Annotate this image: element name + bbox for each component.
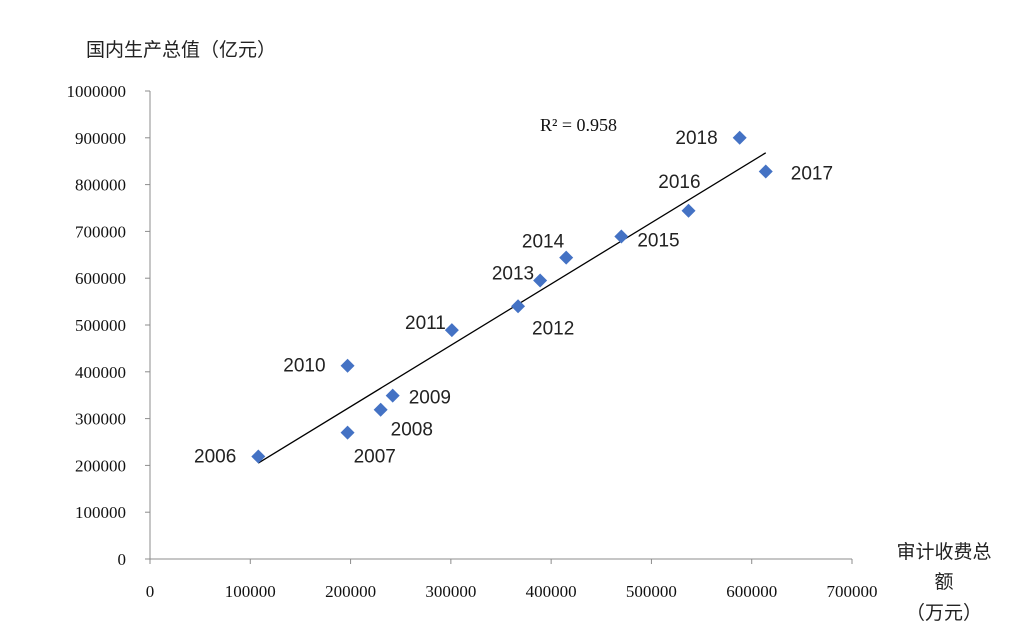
trendline — [257, 152, 767, 464]
y-tick-label: 800000 — [75, 176, 126, 195]
data-point — [385, 388, 400, 403]
y-tick-label: 600000 — [75, 269, 126, 288]
data-point — [251, 449, 266, 464]
data-point — [681, 203, 696, 218]
x-tick-label: 600000 — [726, 582, 777, 601]
point-label: 2014 — [522, 232, 565, 253]
trendline-group — [257, 152, 767, 464]
data-point — [732, 130, 747, 145]
point-label: 2016 — [658, 172, 700, 193]
x-tick-label: 300000 — [425, 582, 476, 601]
point-label: 2015 — [637, 231, 679, 252]
data-point — [533, 273, 548, 288]
x-axis-title-line: （万元） — [906, 602, 982, 624]
x-axis-title-line: 额 — [934, 571, 953, 593]
data-point — [340, 358, 355, 373]
tick-labels: 0 100000 200000 300000 400000 500000 600000 700… — [67, 82, 878, 601]
y-tick-label: 100000 — [75, 503, 126, 522]
x-tick-label: 400000 — [526, 582, 577, 601]
y-tick-label: 0 — [118, 550, 127, 569]
axes — [145, 90, 853, 564]
y-tick-label: 500000 — [75, 316, 126, 335]
point-label: 2006 — [194, 447, 236, 468]
point-label: 2008 — [391, 420, 433, 441]
point-label: 2018 — [675, 128, 717, 149]
point-label: 2011 — [405, 313, 446, 334]
x-tick-label: 0 — [146, 582, 155, 601]
data-point — [614, 229, 629, 244]
x-tick-label: 100000 — [225, 582, 276, 601]
x-tick-label: 500000 — [626, 582, 677, 601]
point-label: 2007 — [354, 447, 396, 468]
data-point — [758, 164, 773, 179]
point-labels: 2006 2007 2008 2009 2010 2011 2012 2013 2014 2015… — [194, 128, 833, 468]
point-label: 2017 — [791, 163, 833, 184]
x-tick-label: 200000 — [325, 582, 376, 601]
data-points — [251, 130, 773, 464]
data-point — [444, 323, 459, 338]
data-point — [511, 299, 526, 314]
point-label: 2012 — [532, 318, 574, 339]
y-axis-title: 国内生产总值（亿元） — [86, 39, 276, 61]
data-point — [373, 402, 388, 417]
x-tick-label: 700000 — [827, 582, 878, 601]
y-tick-label: 300000 — [75, 410, 126, 429]
data-point — [340, 425, 355, 440]
point-label: 2009 — [409, 388, 451, 409]
y-tick-label: 1000000 — [67, 82, 127, 101]
r-squared-label: R² = 0.958 — [540, 115, 617, 135]
y-tick-label: 900000 — [75, 129, 126, 148]
x-axis-title-line: 审计收费总 — [896, 541, 991, 563]
y-tick-label: 400000 — [75, 363, 126, 382]
y-tick-label: 700000 — [75, 222, 126, 241]
point-label: 2013 — [492, 264, 534, 285]
point-label: 2010 — [283, 356, 325, 377]
y-tick-label: 200000 — [75, 456, 126, 475]
data-point — [559, 250, 574, 265]
